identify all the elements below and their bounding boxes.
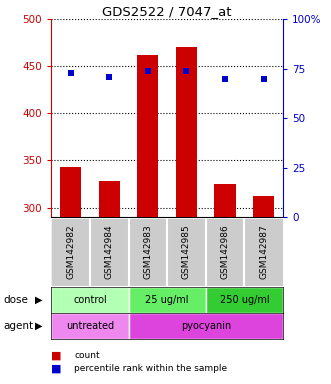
Text: GSM142987: GSM142987 xyxy=(259,225,268,279)
Text: control: control xyxy=(73,295,107,305)
Title: GDS2522 / 7047_at: GDS2522 / 7047_at xyxy=(102,5,232,18)
Text: untreated: untreated xyxy=(66,321,114,331)
Bar xyxy=(253,196,274,217)
Bar xyxy=(206,287,283,313)
Bar xyxy=(137,55,159,217)
Text: 250 ug/ml: 250 ug/ml xyxy=(219,295,269,305)
Text: ■: ■ xyxy=(51,350,62,360)
Text: agent: agent xyxy=(3,321,33,331)
Text: pyocyanin: pyocyanin xyxy=(181,321,231,331)
Text: count: count xyxy=(74,351,100,360)
Bar xyxy=(128,313,283,339)
Text: 25 ug/ml: 25 ug/ml xyxy=(145,295,189,305)
Text: GSM142982: GSM142982 xyxy=(66,225,75,279)
Text: GSM142985: GSM142985 xyxy=(182,225,191,279)
Text: ▶: ▶ xyxy=(35,295,43,305)
Text: percentile rank within the sample: percentile rank within the sample xyxy=(74,364,228,373)
Bar xyxy=(60,167,81,217)
Bar xyxy=(214,184,236,217)
Bar xyxy=(51,287,128,313)
Text: GSM142983: GSM142983 xyxy=(143,225,152,279)
Text: ■: ■ xyxy=(51,364,62,374)
Text: GSM142984: GSM142984 xyxy=(105,225,114,279)
Text: dose: dose xyxy=(3,295,28,305)
Bar xyxy=(128,287,206,313)
Bar xyxy=(176,48,197,217)
Bar xyxy=(51,313,128,339)
Text: ▶: ▶ xyxy=(35,321,43,331)
Bar xyxy=(99,181,120,217)
Text: GSM142986: GSM142986 xyxy=(220,225,230,279)
